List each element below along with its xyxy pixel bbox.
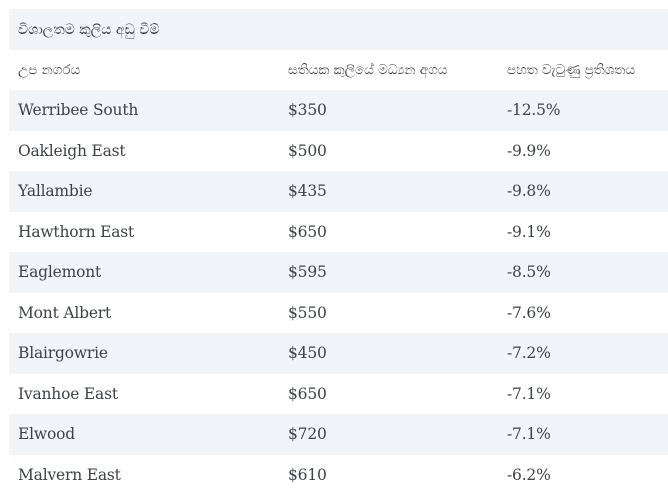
column-header-median-rent: සතියක කුලියේ මධ්‍යන අගය	[288, 62, 448, 78]
suburb-cell: Eaglemont	[18, 263, 102, 282]
percent-drop-cell: -8.5%	[507, 263, 551, 282]
table-row: Yallambie $435 -9.8%	[9, 171, 668, 212]
median-rent-cell: $720	[288, 425, 327, 444]
suburb-cell: Hawthorn East	[18, 222, 135, 241]
column-header-percent-drop: පහත වැටුණු ප්‍රතිශතය	[507, 62, 636, 78]
table-row: Ivanhoe East $650 -7.1%	[9, 373, 668, 414]
table-row: Elwood $720 -7.1%	[9, 414, 668, 455]
median-rent-cell: $435	[288, 182, 327, 201]
median-rent-cell: $650	[288, 222, 327, 241]
table-caption-row: විශාලතම කුලිය අඩු වීම්	[9, 9, 668, 50]
percent-drop-cell: -9.8%	[507, 182, 551, 201]
rent-decrease-table: විශාලතම කුලිය අඩු වීම් උප නගරය සතියක කුල…	[9, 9, 668, 495]
column-header-suburb: උප නගරය	[18, 62, 81, 78]
median-rent-cell: $450	[288, 344, 327, 363]
table-row: Hawthorn East $650 -9.1%	[9, 211, 668, 252]
table-caption: විශාලතම කුලිය අඩු වීම්	[18, 21, 160, 38]
percent-drop-cell: -7.6%	[507, 303, 551, 322]
suburb-cell: Malvern East	[18, 465, 121, 484]
table-row: Werribee South $350 -12.5%	[9, 90, 668, 131]
percent-drop-cell: -7.2%	[507, 344, 551, 363]
percent-drop-cell: -7.1%	[507, 425, 551, 444]
suburb-cell: Oakleigh East	[18, 141, 126, 160]
suburb-cell: Yallambie	[18, 182, 93, 201]
median-rent-cell: $350	[288, 101, 327, 120]
suburb-cell: Blairgowrie	[18, 344, 108, 363]
percent-drop-cell: -9.9%	[507, 141, 551, 160]
table-row: Mont Albert $550 -7.6%	[9, 292, 668, 333]
median-rent-cell: $595	[288, 263, 327, 282]
table-header-row: උප නගරය සතියක කුලියේ මධ්‍යන අගය පහත වැටු…	[9, 50, 668, 90]
median-rent-cell: $550	[288, 303, 327, 322]
median-rent-cell: $650	[288, 384, 327, 403]
table-row: Malvern East $610 -6.2%	[9, 454, 668, 495]
suburb-cell: Werribee South	[18, 101, 139, 120]
suburb-cell: Ivanhoe East	[18, 384, 118, 403]
rent-decrease-table-container: විශාලතම කුලිය අඩු වීම් උප නගරය සතියක කුල…	[9, 9, 668, 495]
percent-drop-cell: -12.5%	[507, 101, 561, 120]
percent-drop-cell: -9.1%	[507, 222, 551, 241]
percent-drop-cell: -6.2%	[507, 465, 551, 484]
percent-drop-cell: -7.1%	[507, 384, 551, 403]
table-row: Eaglemont $595 -8.5%	[9, 252, 668, 293]
suburb-cell: Elwood	[18, 425, 75, 444]
median-rent-cell: $500	[288, 141, 327, 160]
suburb-cell: Mont Albert	[18, 303, 112, 322]
median-rent-cell: $610	[288, 465, 327, 484]
table-row: Blairgowrie $450 -7.2%	[9, 333, 668, 374]
table-row: Oakleigh East $500 -9.9%	[9, 130, 668, 171]
